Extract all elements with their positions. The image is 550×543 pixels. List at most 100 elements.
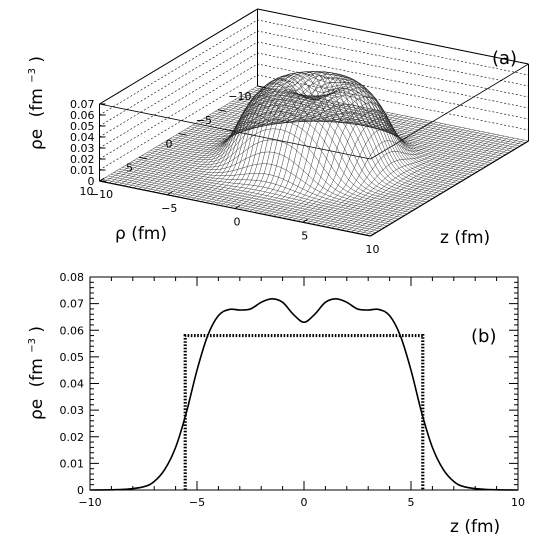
mesh-line-constant-rho	[153, 104, 425, 205]
y-tick-label: 0.07	[60, 298, 85, 311]
mesh-line-constant-rho	[105, 177, 377, 233]
density-axis-tick-label: 0.01	[70, 164, 95, 177]
rho-axis-tick	[178, 133, 187, 136]
panel-a-zlabel-close: )	[27, 56, 47, 63]
mesh-line-constant-rho	[107, 175, 380, 232]
mesh-line-constant-rho	[138, 151, 411, 213]
z-axis-tick	[370, 232, 376, 237]
panel-b-series	[89, 298, 519, 491]
density-axis-tick-label: 0.03	[70, 142, 95, 155]
z-axis-tick	[166, 191, 173, 196]
mesh-line-constant-z	[346, 135, 505, 232]
rho-axis-tick-label: −5	[196, 114, 212, 127]
mesh-line-constant-rho	[127, 163, 399, 220]
surface-mesh	[99, 71, 529, 237]
mesh-line-constant-z	[292, 118, 452, 221]
mesh-line-constant-z	[249, 77, 408, 212]
panel-b-label: (b)	[471, 326, 496, 347]
z-gridline	[99, 19, 529, 116]
mesh-line-constant-z	[283, 102, 442, 219]
x-tick-label: −5	[189, 496, 205, 509]
z-gridline	[99, 41, 529, 138]
mesh-line-constant-z	[317, 130, 476, 226]
y-tick-label: 0.02	[60, 431, 85, 444]
rho-axis-tick	[99, 180, 108, 184]
rho-axis-tick-label: −10	[228, 90, 251, 103]
z-axis-tick-label: −10	[90, 188, 113, 201]
mesh-line-constant-rho	[141, 139, 413, 211]
panel-b-ylabel-exp: −3	[27, 338, 38, 353]
panel-b-xlabel: z (fm)	[450, 517, 500, 537]
box-edge-top-front-right	[370, 63, 529, 160]
z-axis-tick-label: 10	[366, 243, 380, 256]
y-tick-label: 0.06	[60, 324, 85, 337]
z-axis-tick	[99, 177, 105, 182]
mesh-line-constant-z	[355, 137, 515, 234]
mesh-line-constant-z	[268, 87, 428, 216]
mesh-line-constant-rho	[240, 95, 512, 152]
mesh-line-constant-rho	[116, 170, 388, 227]
panel-b-ylabel: ρe (fm −3 )	[20, 326, 47, 420]
mesh-line-constant-rho	[155, 99, 427, 203]
density-axis-tick-label: 0	[88, 175, 95, 188]
z-axis-tick-label: 5	[301, 229, 308, 242]
mesh-line-constant-rho	[119, 168, 391, 225]
mesh-line-constant-z	[321, 131, 481, 227]
mesh-line-constant-z	[254, 78, 413, 213]
rho-axis-tick	[138, 156, 148, 160]
mesh-line-constant-rho	[169, 83, 442, 194]
mesh-line-constant-z	[365, 139, 524, 236]
z-axis-tick-label: −5	[161, 202, 177, 215]
x-tick-label: 10	[511, 496, 525, 509]
density-axis-tick-label: 0.06	[70, 109, 95, 122]
panel-b-ylabel-close: )	[27, 326, 47, 333]
mesh-line-constant-rho	[161, 91, 433, 199]
z-gridline	[99, 30, 529, 127]
mesh-line-constant-rho	[113, 172, 385, 228]
z-axis-tick	[234, 205, 240, 209]
panel-b-ylabel-symbol: ρe	[27, 399, 47, 420]
density-axis-tick-label: 0.07	[70, 98, 95, 111]
mesh-line-constant-z	[326, 132, 486, 228]
y-tick-label: 0	[77, 484, 84, 497]
mesh-line-constant-rho	[144, 128, 416, 210]
mesh-line-constant-rho	[150, 111, 422, 206]
mesh-line-constant-z	[138, 93, 297, 190]
box-edge-floor-front-right	[370, 140, 529, 237]
uniform-density-box-series	[183, 333, 425, 490]
mesh-line-constant-rho	[110, 173, 382, 230]
y-tick-label: 0.04	[60, 378, 85, 391]
z-gridline	[99, 63, 529, 160]
mesh-line-constant-rho	[175, 79, 447, 191]
panel-a-zlabel: ρe (fm −3 )	[20, 56, 47, 150]
panel-b-ticks: 0 0.01 0.02 0.03 0.04 0.05 0.06 0.07 0.08 −10 −5 0 5…	[60, 271, 526, 509]
z-axis-tick	[302, 218, 308, 223]
panel-a-zlabel-unit: (fm	[27, 88, 47, 117]
mesh-line-constant-rho	[172, 81, 444, 193]
mesh-line-constant-z	[341, 134, 500, 231]
panel-a-zlabel-symbol: ρe	[27, 129, 47, 150]
mesh-line-constant-rho	[164, 88, 436, 198]
z-gridline	[99, 52, 529, 149]
z-gridline	[99, 8, 529, 105]
density-axis-tick-label: 0.05	[70, 120, 95, 133]
mesh-line-constant-rho	[122, 167, 394, 223]
line-plot-panel-b: 0 0.01 0.02 0.03 0.04 0.05 0.06 0.07 0.08 −10 −5 0 5…	[20, 271, 526, 537]
y-tick-label: 0.03	[60, 404, 85, 417]
mesh-line-constant-z	[263, 83, 423, 215]
mesh-line-constant-rho	[136, 158, 408, 215]
mesh-line-constant-rho	[130, 162, 402, 218]
z-axis-tick-label: 0	[234, 216, 241, 229]
mesh-line-constant-z	[360, 138, 519, 235]
panel-a-label: (a)	[492, 48, 517, 69]
mesh-line-constant-z	[278, 96, 437, 218]
mesh-line-constant-rho	[158, 94, 430, 201]
mesh-line-constant-rho	[147, 119, 419, 208]
density-curve-series	[89, 298, 519, 491]
surface-plot-panel-a: 00.010.020.030.040.050.060.07−10−5051010…	[20, 8, 529, 256]
y-tick-label: 0.01	[60, 457, 85, 470]
y-tick-label: 0.08	[60, 271, 85, 284]
panel-b-frame	[89, 276, 519, 491]
rho-axis-tick-label: 0	[166, 138, 173, 151]
